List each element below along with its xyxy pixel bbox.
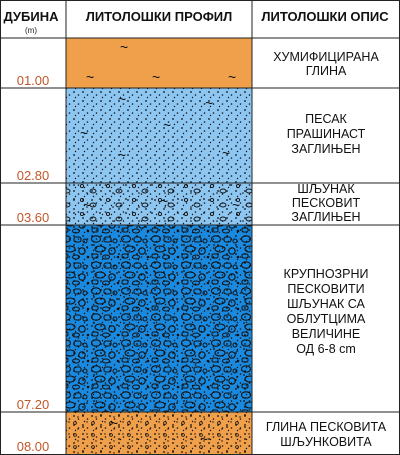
description-line: ЗАГЛИЊЕН [291,142,360,156]
layer-humified-clay: ~ ~ ~ ~ [66,38,252,88]
clay-symbol: ~ [228,69,236,85]
clay-symbol: ~ [83,197,91,213]
clay-symbol: ~ [80,125,88,141]
layer-description: ХУМИФИЦИРАНА ГЛИНА [273,50,379,78]
description-line: ХУМИФИЦИРАНА [273,50,379,64]
description-line: ШЉУНАК [297,182,355,196]
clay-symbol: ~ [200,431,208,447]
sand-pattern [66,88,252,183]
cobble-pattern [66,225,252,412]
description-line: ЗАГЛИЊЕН [291,210,360,224]
layer-coarse-gravel [66,225,252,412]
description-line: ОБЛУТЦИМА [287,312,366,326]
depth-column-title: ДУБИНА [4,9,60,24]
clay-symbol: ~ [152,69,160,85]
clay-symbol: ~ [205,95,213,111]
gravel-pattern [66,183,252,225]
clay-symbol: ~ [160,193,168,209]
depth-label: 03.60 [17,210,50,225]
depth-unit: (m) [25,26,37,35]
description-column-title: ЛИТОЛОШКИ ОПИС [261,9,389,24]
header-band [0,0,400,38]
clay-symbol: ~ [110,415,118,431]
layer-description: КРУПНОЗРНИ ПЕСКОВИТИ ШЉУНАК СА ОБЛУТЦИМА… [284,267,369,356]
layer-description: ШЉУНАК ПЕСКОВИТ ЗАГЛИЊЕН [291,182,360,224]
clay-symbol: ~ [120,39,128,55]
layer-sandy-gravel: ~ ~ ~ [66,183,252,225]
clay-symbol: ~ [163,117,171,133]
depth-label: 07.20 [17,397,50,412]
layer-fill [66,38,252,88]
clay-symbol: ~ [118,91,126,107]
depth-label: 02.80 [17,168,50,183]
layer-gravelly-clay: ~ ~ [66,412,252,455]
description-line: ГЛИНА [306,64,347,78]
description-line: ПЕСКОВИТИ [287,282,364,296]
description-line: ШЉУНАК СА [287,297,365,311]
gravel-pattern [66,412,252,455]
description-line: ОД 6-8 cm [296,342,356,356]
layer-silty-sand: ~ ~ ~ ~ ~ ~ [66,88,252,183]
description-line: КРУПНОЗРНИ [284,267,369,281]
layer-description: ГЛИНА ПЕСКОВИТА ШЉУНКОВИТА [266,420,387,449]
depth-label: 08.00 [17,439,50,454]
description-line: ШЉУНКОВИТА [280,435,372,449]
layer-description: ПЕСАК ПРАШИНАСТ ЗАГЛИЊЕН [287,112,366,156]
description-line: ПЕСАК [305,112,347,126]
description-line: ВЕЛИЧИНЕ [292,327,361,341]
clay-symbol: ~ [118,147,126,163]
profile-column-title: ЛИТОЛОШКИ ПРОФИЛ [86,9,233,24]
clay-symbol: ~ [86,69,94,85]
depth-label: 01.00 [17,73,50,88]
clay-symbol: ~ [222,145,230,161]
clay-symbol: ~ [232,197,240,213]
description-line: ГЛИНА ПЕСКОВИТА [266,420,387,434]
description-line: ПРАШИНАСТ [287,127,366,141]
description-line: ПЕСКОВИТ [292,196,361,210]
